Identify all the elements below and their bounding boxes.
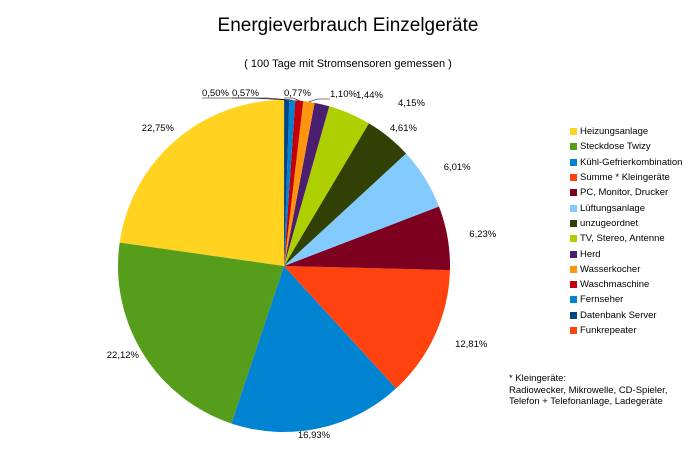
slice-value-label: 22,75% [142, 123, 175, 134]
legend-label: Summe * Kleingeräte [580, 172, 670, 184]
legend-label: Wasserkocher [580, 263, 641, 275]
legend-item: Wasserkocher [570, 262, 682, 277]
legend-label: unzugeordnet [580, 217, 639, 229]
legend-item: Lüftungsanlage [570, 200, 682, 215]
pie-labels: 22,75% 22,12% 16,93% 12,81% 6,23% 6,01% 4,61% 4… [107, 88, 497, 441]
legend-swatch [570, 311, 577, 319]
legend-item: Funkrepeater [570, 323, 682, 338]
legend-swatch [570, 235, 577, 243]
pie-slice [284, 100, 304, 266]
chart-subtitle: ( 100 Tage mit Stromsensoren gemessen ) [244, 58, 452, 70]
legend-swatch [570, 250, 577, 258]
slice-value-label: 22,12% [107, 350, 140, 361]
slice-value-label: 4,15% [398, 98, 425, 109]
pie-slice [231, 266, 397, 432]
pie-slice [119, 100, 284, 266]
legend-swatch [570, 189, 577, 197]
slice-value-label: 1,44% [356, 90, 383, 101]
leader-line [202, 97, 287, 101]
footnote-line: Radiowecker, Mikrowelle, CD-Spieler, [509, 384, 668, 396]
legend-swatch [570, 219, 577, 227]
legend-label: Lüftungsanlage [580, 202, 645, 214]
legend-label: Fernseher [580, 294, 624, 306]
legend-label: Waschmaschine [580, 279, 650, 291]
slice-value-label: 0,57% [232, 88, 259, 99]
legend-item: Herd [570, 246, 682, 261]
legend-item: Waschmaschine [570, 277, 682, 292]
legend-item: Summe * Kleingeräte [570, 170, 682, 185]
slice-value-label: 6,23% [469, 229, 496, 240]
legend-label: Herd [580, 248, 601, 260]
legend-item: Datenbank Server [570, 308, 682, 323]
legend-swatch [570, 128, 577, 136]
legend-swatch [570, 265, 577, 273]
footnote-line: * Kleingeräte: [509, 373, 567, 384]
pie-slice [284, 100, 290, 266]
legend-swatch [570, 204, 577, 212]
legend-swatch [570, 327, 577, 334]
leader-line [308, 98, 330, 103]
chart-title: Energieverbrauch Einzelgeräte [217, 15, 479, 36]
legend-label: Funkrepeater [580, 325, 637, 336]
legend-label: Heizungsanlage [580, 126, 649, 138]
legend-swatch [570, 158, 577, 166]
pie-slice [284, 206, 450, 271]
legend-label: Datenbank Server [580, 309, 657, 321]
footnote: * Kleingeräte: Radiowecker, Mikrowelle, … [509, 373, 667, 408]
legend: Heizungsanlage Steckdose Twizy Kühl-Gefrie… [570, 124, 682, 338]
legend-item: unzugeordnet [570, 216, 682, 231]
footnote-line: Telefon + Telefonanlage, Ladegeräte [509, 396, 663, 407]
legend-label: Kühl-Gefrierkombination [580, 156, 683, 168]
legend-item: TV, Stereo, Antenne [570, 231, 682, 246]
pie-slice [284, 106, 369, 267]
legend-item: Kühl-Gefrierkombination [570, 155, 682, 170]
legend-swatch [570, 281, 577, 289]
pie-slice [284, 123, 407, 266]
slice-value-label: 1,10% [330, 89, 357, 100]
legend-swatch [570, 296, 577, 304]
legend-item: Heizungsanlage [570, 124, 682, 139]
slice-value-label: 0,77% [284, 88, 311, 99]
pie-slice [284, 101, 315, 267]
pie-slice [284, 266, 450, 389]
slice-value-label: 16,93% [298, 430, 331, 441]
legend-item: PC, Monitor, Drucker [570, 185, 682, 200]
pie-slices [118, 99, 450, 432]
slice-value-label: 12,81% [455, 339, 488, 350]
legend-item: Steckdose Twizy [570, 139, 682, 154]
slice-value-label: 4,61% [390, 123, 417, 134]
legend-label: PC, Monitor, Drucker [580, 187, 669, 199]
legend-swatch [570, 174, 577, 182]
slice-value-label: 6,01% [444, 162, 471, 173]
pie-slice [284, 100, 296, 266]
pie-slice [284, 153, 439, 266]
legend-label: Steckdose Twizy [580, 141, 651, 153]
pie-slice [284, 102, 330, 266]
pie-slice [118, 242, 284, 424]
slice-value-label: 0,50% [202, 88, 229, 99]
legend-label: TV, Stereo, Antenne [580, 233, 665, 245]
legend-item: Fernseher [570, 292, 682, 307]
leader-line [284, 97, 300, 101]
legend-swatch [570, 143, 577, 151]
